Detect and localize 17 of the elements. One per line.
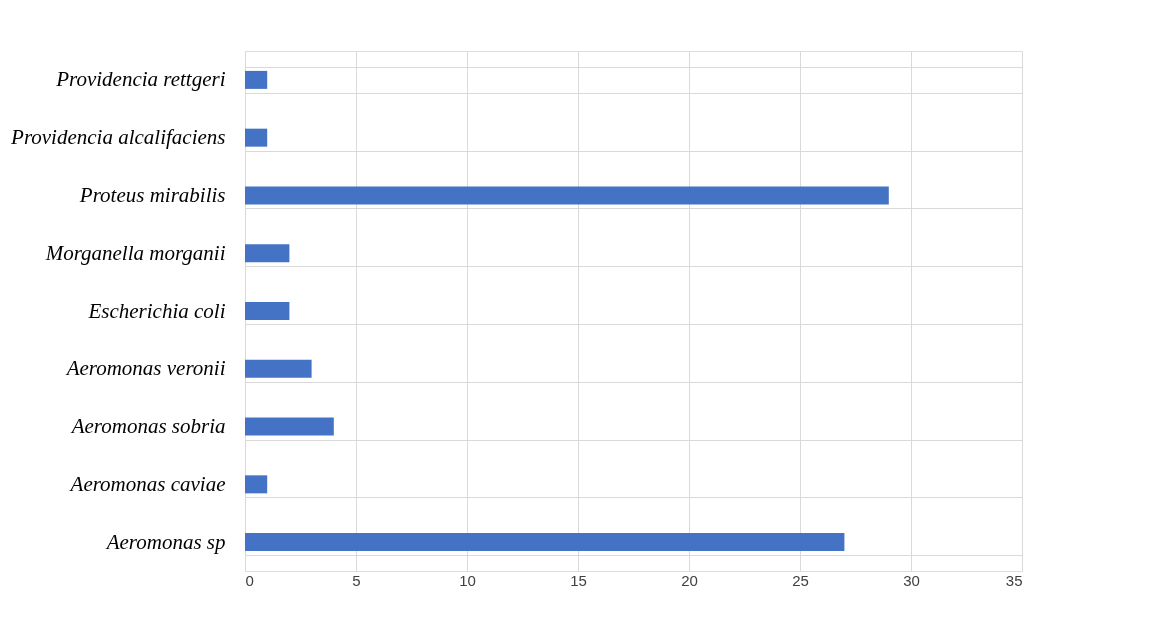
x-tick-label: 25 [792, 571, 809, 589]
y-tick-label: Aeromonas veronii [64, 356, 226, 381]
x-tick-label: 5 [352, 571, 361, 589]
x-tick-label: 15 [570, 571, 587, 589]
x-tick-label: 30 [903, 571, 920, 589]
x-tick-label: 20 [681, 571, 698, 589]
x-tick-label: 0 [245, 571, 254, 589]
y-tick-label: Aeromonas caviae [68, 471, 226, 496]
x-tick-label: 10 [459, 571, 476, 589]
y-tick-label: Morganella morganii [44, 240, 226, 265]
x-tick-label: 35 [1005, 571, 1023, 589]
y-tick-label: Proteus mirabilis [78, 182, 226, 207]
y-tick-label: Escherichia coli [87, 298, 226, 323]
y-tick-label: Providencia rettgeri [55, 67, 226, 92]
y-tick-label: Providencia alcalifaciens [10, 125, 226, 150]
y-tick-label: Aeromonas sp [104, 529, 226, 554]
y-tick-label: Aeromonas sobria [69, 414, 226, 439]
